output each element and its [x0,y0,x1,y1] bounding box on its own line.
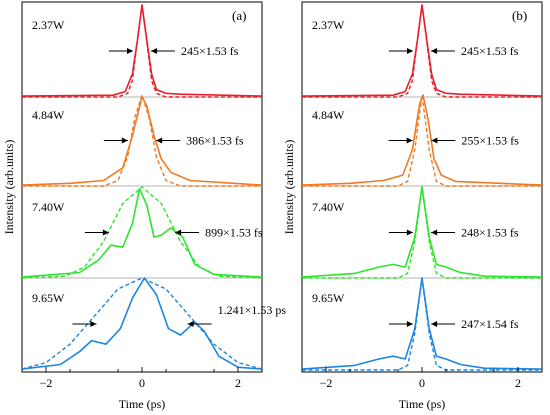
measured-curve-9.65W [301,277,543,370]
pulse-width-label: 386×1.53 fs [186,134,244,148]
power-label: 7.40W [312,200,345,214]
panel-label: (b) [512,8,527,23]
measured-curve-2.37W [301,4,543,97]
x-tick-label: −2 [320,376,333,390]
measured-curve-2.37W [21,4,263,97]
x-tick-label: −2 [40,376,53,390]
fit-curve-4.84W [302,94,542,187]
fwhm-arrowhead-left [121,137,128,144]
fit-curve-7.40W [302,186,542,279]
x-tick-label: 0 [139,376,145,390]
measured-curve-4.84W [301,94,543,186]
fwhm-arrowhead-left [407,48,413,54]
measured-curve-7.40W [301,186,543,278]
x-axis-label: Time (ps) [399,397,446,411]
fit-curve-7.40W [21,186,263,279]
measured-curve-9.65W [21,277,263,370]
pulse-width-label: 247×1.54 fs [461,317,519,331]
pulse-width-label: 1.241×1.53 ps [218,303,287,317]
panel-a: (a) 2.37W 245×1.53 fs 4.84W 386×1.53 fs 7.40W… [2,1,287,411]
fwhm-arrowhead-left [102,229,109,236]
power-label: 2.37W [32,18,65,32]
panel-b: (b) 2.37W 245×1.53 fs 4.84W 255×1.53 fs 7.40W… [282,1,543,411]
power-label: 4.84W [312,108,345,122]
pulse-width-label: 245×1.53 fs [181,44,239,58]
measured-curve-4.84W [21,96,263,186]
panel-label: (a) [232,8,246,23]
fwhm-arrowhead-left [90,321,97,327]
fwhm-arrowhead-right [151,48,157,54]
fwhm-arrowhead-right [175,229,182,236]
fwhm-arrowhead-left [406,229,413,236]
fwhm-arrowhead-right [431,48,437,54]
power-label: 2.37W [312,18,345,32]
fwhm-arrowhead-left [127,48,133,54]
power-label: 9.65W [312,291,345,305]
fit-curve-4.84W [22,92,262,187]
pulse-width-label: 248×1.53 fs [461,226,519,240]
x-tick-label: 2 [515,376,521,390]
fwhm-arrowhead-right [431,137,438,144]
measured-curve-7.40W [21,188,263,278]
fwhm-arrowhead-left [406,137,413,144]
x-tick-label: 2 [235,376,241,390]
fwhm-arrowhead-left [406,321,413,327]
x-axis-label: Time (ps) [119,397,166,411]
x-tick-label: 0 [419,376,425,390]
power-label: 9.65W [32,291,65,305]
fwhm-arrowhead-right [156,137,163,144]
fwhm-arrowhead-right [431,229,438,236]
y-axis-label: Intensity (arb.units) [282,140,296,235]
pulse-width-label: 255×1.53 fs [461,134,519,148]
power-label: 4.84W [32,108,65,122]
fwhm-arrowhead-right [431,321,438,327]
pulse-width-label: 245×1.53 fs [461,44,519,58]
pulse-width-label: 899×1.53 fs [205,226,263,240]
power-label: 7.40W [32,200,65,214]
fwhm-arrowhead-right [187,321,194,327]
y-axis-label: Intensity (arb.units) [2,140,16,235]
